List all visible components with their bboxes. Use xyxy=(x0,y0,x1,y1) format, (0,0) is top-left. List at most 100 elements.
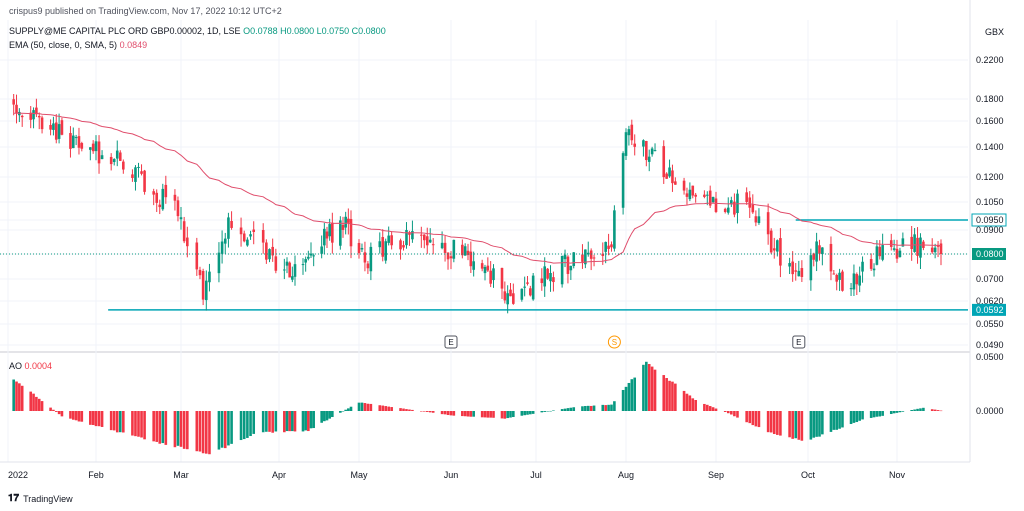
candle-body xyxy=(711,196,715,203)
candle xyxy=(812,252,816,267)
candle xyxy=(261,223,265,254)
ao-axis[interactable]: 0.0500 0.0000 xyxy=(976,352,1004,416)
ao-bar xyxy=(869,411,873,418)
event-marker: E xyxy=(444,335,458,349)
candle xyxy=(291,266,294,283)
ao-bar xyxy=(549,410,552,412)
time-tick-label: Jul xyxy=(530,470,542,480)
candle xyxy=(930,238,934,254)
candle-body xyxy=(769,230,773,253)
ao-bar xyxy=(425,411,429,412)
horizontal-lines[interactable] xyxy=(108,219,968,311)
ao-bar xyxy=(486,411,490,418)
candle-body xyxy=(486,265,490,271)
ema-value: 0.0849 xyxy=(119,40,148,50)
ao-bar xyxy=(665,378,668,411)
candle-body xyxy=(91,143,95,152)
ao-bar xyxy=(57,411,61,415)
ao-legend[interactable]: AO 0.0004 xyxy=(9,361,52,371)
ao-bar xyxy=(592,405,596,411)
candle-body xyxy=(913,234,916,252)
candle-body xyxy=(815,241,818,262)
candle-body xyxy=(604,241,607,252)
ao-bar xyxy=(875,411,879,417)
candle xyxy=(653,143,657,152)
candle xyxy=(195,237,199,276)
ao-bar xyxy=(220,411,224,448)
ao-bar xyxy=(399,408,402,411)
event-marker: E xyxy=(792,335,806,349)
candle xyxy=(271,238,274,262)
candle-body xyxy=(520,288,524,300)
candle xyxy=(650,146,654,157)
ao-bar xyxy=(179,411,183,447)
candle xyxy=(443,235,447,262)
ao-bar xyxy=(71,411,75,420)
candle xyxy=(855,272,859,296)
candle-body xyxy=(137,166,140,168)
candle xyxy=(529,285,532,297)
candle xyxy=(452,239,456,263)
candle-body xyxy=(838,272,841,280)
candle xyxy=(469,241,473,274)
candle-body xyxy=(89,147,92,150)
candle-body xyxy=(469,251,473,267)
candle-body xyxy=(463,246,467,256)
time-tick-label: May xyxy=(350,470,368,480)
time-axis[interactable]: 2022 Feb Mar Apr May Jun Jul Aug Sep Oct Nov xyxy=(0,461,970,480)
candles xyxy=(12,94,943,314)
ao-label: AO xyxy=(9,361,23,371)
ao-bar xyxy=(711,407,715,411)
candle xyxy=(694,192,697,203)
price-tick-label: 0.2200 xyxy=(976,55,1004,65)
candle-body xyxy=(566,256,570,274)
candle-body xyxy=(621,153,625,208)
ao-bar xyxy=(320,411,323,423)
candle xyxy=(80,141,84,152)
candle xyxy=(131,169,134,182)
price-tick-label: 0.1400 xyxy=(976,142,1004,152)
candle-body xyxy=(347,218,350,223)
ao-bar xyxy=(378,405,382,411)
ema-legend[interactable]: EMA (50, close, 0, SMA, 5) 0.0849 xyxy=(9,40,147,50)
candle-body xyxy=(252,229,256,233)
candle xyxy=(15,94,18,124)
candle xyxy=(363,241,367,272)
candle xyxy=(797,260,801,277)
ao-bar xyxy=(390,407,393,411)
candle xyxy=(852,264,856,296)
candle-body xyxy=(512,293,515,304)
ao-bar xyxy=(881,411,884,416)
candle xyxy=(878,240,882,260)
candle xyxy=(357,239,361,259)
ao-bar xyxy=(610,404,613,411)
ema-label: EMA (50, close, 0, SMA, 5) xyxy=(9,40,118,50)
candle xyxy=(939,239,943,266)
candle-body xyxy=(694,194,697,197)
ao-bar xyxy=(531,411,535,414)
candle-body xyxy=(572,252,576,267)
candle-body xyxy=(366,263,370,269)
ao-bar xyxy=(74,411,78,421)
ao-bar xyxy=(339,411,342,413)
ao-bar xyxy=(446,411,450,416)
candle xyxy=(112,158,116,166)
candle xyxy=(198,266,202,280)
candle xyxy=(369,242,373,281)
ao-bar xyxy=(158,411,162,444)
tradingview-brand[interactable]: 𝟏𝟕 TradingView xyxy=(8,493,73,504)
ao-bar xyxy=(624,386,628,411)
candle-body xyxy=(461,244,464,256)
candle xyxy=(543,257,547,297)
candle-body xyxy=(627,129,631,136)
candle-body xyxy=(589,250,593,259)
candle xyxy=(472,251,475,277)
candle-body xyxy=(647,156,651,162)
candle xyxy=(895,239,899,263)
candle-body xyxy=(613,210,616,249)
candle xyxy=(913,227,916,253)
ao-bar xyxy=(523,411,526,416)
candle xyxy=(881,233,884,262)
